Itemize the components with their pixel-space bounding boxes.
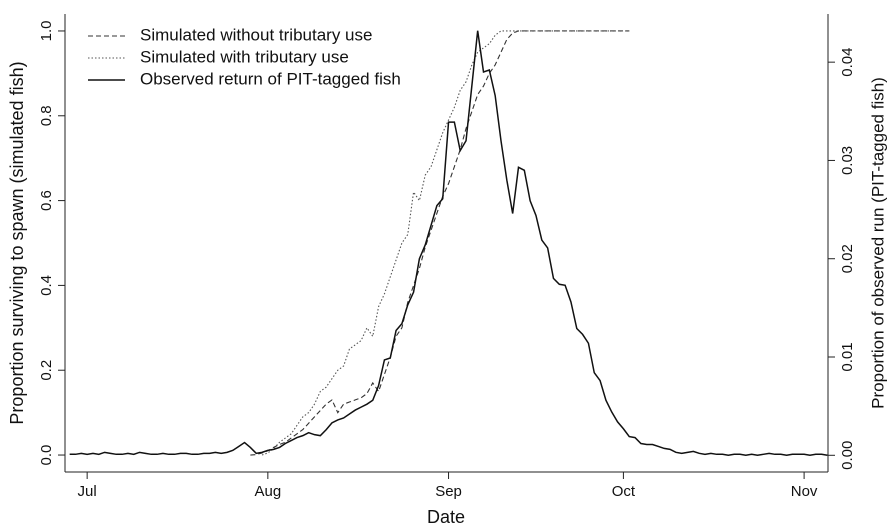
x-tick-label: Nov xyxy=(791,483,818,500)
x-tick-label: Sep xyxy=(435,483,462,500)
legend-label: Observed return of PIT-tagged fish xyxy=(140,69,401,88)
y-tick-label: 0.2 xyxy=(38,360,55,381)
series-line xyxy=(69,30,828,457)
y2-tick-label: 0.02 xyxy=(839,244,856,273)
x-tick-label: Jul xyxy=(78,483,97,500)
y-tick-label: 0.4 xyxy=(38,275,55,296)
legend-label: Simulated with tributary use xyxy=(140,47,349,66)
series-line xyxy=(261,30,630,456)
y2-axis-label: Proportion of observed run (PIT-tagged f… xyxy=(868,77,887,409)
legend-label: Simulated without tributary use xyxy=(140,25,372,44)
y2-tick-label: 0.04 xyxy=(839,48,856,77)
x-tick-label: Oct xyxy=(612,483,636,500)
series-line xyxy=(250,30,630,456)
x-axis-label: Date xyxy=(427,507,465,527)
y-tick-label: 1.0 xyxy=(38,21,55,42)
y-axis-label: Proportion surviving to spawn (simulated… xyxy=(7,61,27,424)
y-tick-label: 0.8 xyxy=(38,105,55,126)
y-tick-label: 0.0 xyxy=(38,445,55,466)
y2-tick-label: 0.01 xyxy=(839,342,856,371)
y2-tick-label: 0.03 xyxy=(839,146,856,175)
y2-tick-label: 0.00 xyxy=(839,441,856,470)
x-tick-label: Aug xyxy=(254,483,281,500)
y-tick-label: 0.6 xyxy=(38,190,55,211)
